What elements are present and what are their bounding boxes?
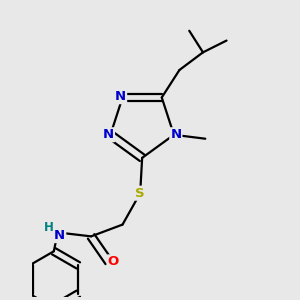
Text: S: S: [135, 187, 145, 200]
Text: N: N: [115, 90, 126, 103]
Text: N: N: [103, 128, 114, 141]
Text: O: O: [108, 255, 119, 268]
Text: N: N: [54, 229, 65, 242]
Text: H: H: [44, 221, 54, 234]
Text: N: N: [170, 128, 182, 141]
